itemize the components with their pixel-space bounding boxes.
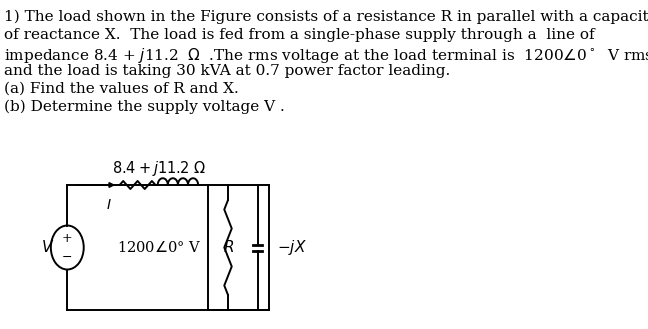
Text: 1) The load shown in the Figure consists of a resistance R in parallel with a ca: 1) The load shown in the Figure consists…	[5, 10, 648, 24]
Text: $8.4 + j11.2\ \Omega$: $8.4 + j11.2\ \Omega$	[112, 159, 207, 178]
Text: +: +	[62, 232, 73, 245]
Text: (b) Determine the supply voltage V .: (b) Determine the supply voltage V .	[5, 100, 285, 114]
Text: impedance 8.4 + $j$11.2  $\Omega$  .The rms voltage at the load terminal is  120: impedance 8.4 + $j$11.2 $\Omega$ .The rm…	[5, 46, 648, 65]
Text: −: −	[62, 251, 73, 264]
Text: and the load is taking 30 kVA at 0.7 power factor leading.: and the load is taking 30 kVA at 0.7 pow…	[5, 64, 451, 78]
Text: $-jX$: $-jX$	[277, 238, 307, 257]
Text: $V$: $V$	[41, 240, 54, 256]
Text: $R$: $R$	[223, 240, 234, 256]
Text: $I$: $I$	[106, 198, 112, 212]
Text: of reactance X.  The load is fed from a single-phase supply through a  line of: of reactance X. The load is fed from a s…	[5, 28, 595, 42]
Text: (a) Find the values of R and X.: (a) Find the values of R and X.	[5, 82, 239, 96]
Text: 1200$\angle$0° V: 1200$\angle$0° V	[117, 240, 202, 255]
